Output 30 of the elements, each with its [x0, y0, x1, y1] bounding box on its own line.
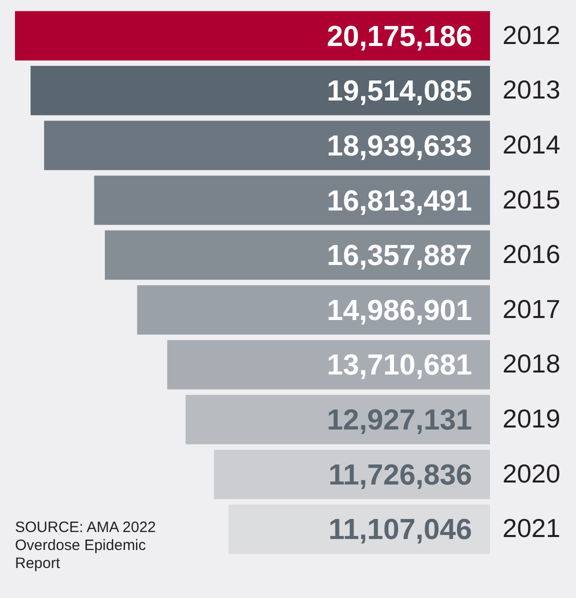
- data-label: 20,175,186: [326, 20, 472, 53]
- y-tick-label: 2015: [502, 184, 560, 214]
- y-tick-label: 2017: [502, 294, 560, 324]
- bar: [186, 394, 490, 444]
- bar: [167, 340, 490, 390]
- bar: [94, 176, 490, 225]
- bar: [30, 66, 490, 116]
- data-label: 11,726,836: [328, 459, 472, 492]
- data-label: 18,939,633: [326, 130, 472, 162]
- y-tick-label: 2021: [502, 513, 560, 544]
- data-label: 14,986,901: [326, 294, 472, 327]
- bar: [137, 285, 490, 335]
- data-label: 13,710,681: [326, 350, 472, 382]
- y-tick-label: 2020: [502, 458, 560, 488]
- y-tick-label: 2014: [502, 129, 560, 160]
- bar: [104, 230, 490, 280]
- y-tick-label: 2019: [502, 404, 560, 434]
- bar: [214, 450, 490, 500]
- y-tick-label: 2018: [502, 348, 560, 379]
- data-label: 19,514,085: [326, 76, 472, 108]
- y-tick-label: 2013: [502, 74, 560, 105]
- y-tick-label: 2016: [502, 239, 560, 270]
- data-label: 12,927,131: [326, 404, 472, 437]
- data-label: 16,357,887: [326, 240, 472, 272]
- bar: [15, 11, 490, 60]
- annotation: SOURCE: AMA 2022 Overdose Epidemic Report: [15, 519, 156, 572]
- data-label: 16,813,491: [326, 185, 472, 218]
- y-tick-label: 2012: [502, 20, 560, 50]
- bar: [44, 120, 490, 170]
- data-label: 11,107,046: [328, 514, 472, 546]
